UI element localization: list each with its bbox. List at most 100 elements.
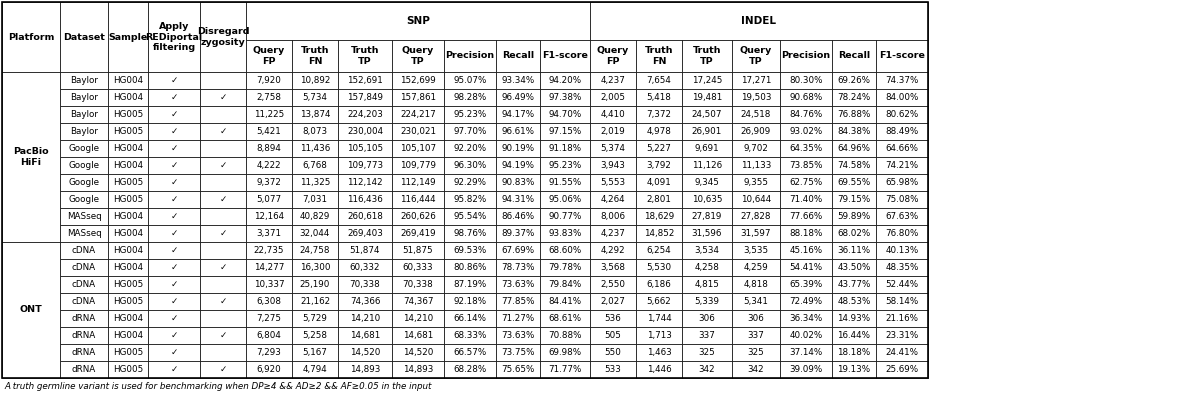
Text: 90.68%: 90.68%: [790, 93, 823, 102]
Bar: [108, 208, 148, 225]
Text: 93.34%: 93.34%: [502, 76, 535, 85]
Bar: [540, 242, 590, 259]
Bar: [292, 208, 338, 225]
Text: 94.20%: 94.20%: [548, 76, 582, 85]
Text: 96.30%: 96.30%: [454, 161, 487, 170]
Bar: [832, 157, 876, 174]
Bar: [780, 174, 832, 191]
Bar: [496, 276, 540, 293]
Bar: [876, 123, 928, 140]
Bar: [876, 242, 928, 259]
Text: 3,535: 3,535: [744, 246, 768, 255]
Bar: [392, 208, 444, 225]
Bar: [292, 344, 338, 361]
Bar: [2, 72, 60, 242]
Bar: [540, 276, 590, 293]
Text: 51,874: 51,874: [349, 246, 380, 255]
Bar: [246, 225, 292, 242]
Bar: [636, 242, 682, 259]
Text: 11,325: 11,325: [300, 178, 330, 187]
Text: 5,374: 5,374: [600, 144, 625, 153]
Bar: [876, 157, 928, 174]
Bar: [682, 89, 732, 106]
Bar: [732, 293, 780, 310]
Text: 1,713: 1,713: [647, 331, 672, 340]
Text: HG005: HG005: [113, 195, 143, 204]
Bar: [108, 344, 148, 361]
Text: 4,978: 4,978: [647, 127, 672, 136]
Bar: [876, 361, 928, 378]
Text: 59.89%: 59.89%: [838, 212, 871, 221]
Text: ✓: ✓: [170, 263, 178, 272]
Bar: [636, 157, 682, 174]
Bar: [292, 293, 338, 310]
Bar: [780, 327, 832, 344]
Text: 2,550: 2,550: [600, 280, 625, 289]
Bar: [540, 344, 590, 361]
Text: ✓: ✓: [170, 76, 178, 85]
Bar: [540, 157, 590, 174]
Bar: [338, 123, 392, 140]
Text: 21.16%: 21.16%: [886, 314, 918, 323]
Bar: [590, 157, 636, 174]
Text: HG004: HG004: [113, 331, 143, 340]
Text: 79.84%: 79.84%: [548, 280, 582, 289]
Bar: [590, 259, 636, 276]
Bar: [338, 276, 392, 293]
Bar: [108, 259, 148, 276]
Text: 1,463: 1,463: [647, 348, 671, 357]
Text: HG005: HG005: [113, 365, 143, 374]
Text: 72.49%: 72.49%: [790, 297, 822, 306]
Text: 40,829: 40,829: [300, 212, 330, 221]
Text: 48.35%: 48.35%: [886, 263, 919, 272]
Bar: [636, 327, 682, 344]
Bar: [148, 208, 200, 225]
Bar: [60, 191, 108, 208]
Bar: [200, 344, 246, 361]
Bar: [392, 72, 444, 89]
Text: 64.66%: 64.66%: [886, 144, 918, 153]
Text: 90.19%: 90.19%: [502, 144, 534, 153]
Bar: [682, 174, 732, 191]
Text: 22,735: 22,735: [253, 246, 284, 255]
Text: 71.77%: 71.77%: [548, 365, 582, 374]
Text: 5,729: 5,729: [302, 314, 328, 323]
Bar: [732, 89, 780, 106]
Bar: [496, 191, 540, 208]
Text: cDNA: cDNA: [72, 263, 96, 272]
Bar: [444, 89, 496, 106]
Text: ✓: ✓: [170, 229, 178, 238]
Bar: [682, 123, 732, 140]
Text: 39.09%: 39.09%: [790, 365, 823, 374]
Text: ✓: ✓: [170, 365, 178, 374]
Bar: [732, 208, 780, 225]
Bar: [732, 225, 780, 242]
Bar: [732, 174, 780, 191]
Text: ✓: ✓: [170, 348, 178, 357]
Text: 4,258: 4,258: [695, 263, 720, 272]
Text: HG005: HG005: [113, 110, 143, 119]
Bar: [780, 242, 832, 259]
Text: ✓: ✓: [170, 127, 178, 136]
Text: 11,225: 11,225: [254, 110, 284, 119]
Bar: [636, 208, 682, 225]
Bar: [590, 89, 636, 106]
Text: Sample: Sample: [108, 32, 148, 41]
Text: 92.20%: 92.20%: [454, 144, 486, 153]
Bar: [732, 310, 780, 327]
Text: 12,164: 12,164: [254, 212, 284, 221]
Bar: [108, 2, 148, 72]
Text: 152,691: 152,691: [347, 76, 383, 85]
Bar: [338, 106, 392, 123]
Bar: [108, 361, 148, 378]
Bar: [292, 40, 338, 72]
Bar: [108, 293, 148, 310]
Text: 260,618: 260,618: [347, 212, 383, 221]
Text: 71.27%: 71.27%: [502, 314, 535, 323]
Text: 51,875: 51,875: [403, 246, 433, 255]
Bar: [246, 89, 292, 106]
Bar: [444, 123, 496, 140]
Bar: [682, 191, 732, 208]
Text: 230,021: 230,021: [400, 127, 436, 136]
Text: 3,792: 3,792: [647, 161, 672, 170]
